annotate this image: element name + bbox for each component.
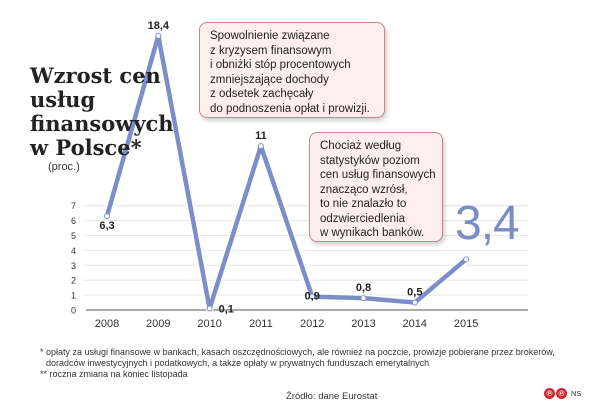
callout-statistics: Chociaż według statystyków poziom cen us… bbox=[309, 132, 443, 242]
y-tick-label: 6 bbox=[71, 216, 76, 226]
x-tick-label: 2011 bbox=[249, 318, 273, 330]
x-tick-label: 2015 bbox=[454, 318, 478, 330]
data-point bbox=[104, 213, 110, 220]
callout-line: i obniżki stóp procentowych bbox=[210, 59, 351, 71]
footnote: ** roczna zmiana na koniec listopada bbox=[40, 369, 188, 379]
data-label: 18,4 bbox=[148, 20, 170, 32]
highlight-value-2015: 3,4 bbox=[455, 197, 520, 250]
title-line-text: w Polsce bbox=[30, 135, 131, 160]
callout-line: Chociaż według bbox=[320, 140, 402, 152]
data-label: 0,5 bbox=[407, 287, 422, 299]
data-point bbox=[411, 299, 418, 306]
x-tick-label: 2013 bbox=[351, 318, 375, 330]
callout-line: zmniejszające dochody bbox=[210, 73, 329, 86]
chart-title: Wzrost cen usług finansowych w Polsce* bbox=[30, 64, 200, 160]
y-tick-label: 5 bbox=[71, 231, 76, 241]
data-label: 0,9 bbox=[305, 291, 320, 303]
data-series bbox=[103, 31, 470, 313]
grid-lines bbox=[84, 205, 528, 296]
data-point bbox=[463, 256, 470, 263]
title-line: Wzrost cen bbox=[30, 63, 161, 88]
data-label: 0,1 bbox=[219, 304, 234, 316]
footnotes: * opłaty za usługi finansowe w bankach, … bbox=[40, 347, 555, 380]
callout-line: cen usług finansowych bbox=[320, 169, 436, 181]
title-marker: * bbox=[130, 135, 142, 160]
source-note: Źródło: dane Eurostat bbox=[286, 391, 378, 402]
data-label: 6,3 bbox=[99, 220, 114, 232]
y-tick-label: 3 bbox=[71, 261, 76, 271]
y-tick-label: 1 bbox=[71, 291, 76, 301]
y-axis-ticks: 0 1 2 3 4 5 6 7 bbox=[71, 201, 76, 315]
data-labels: 6,3 18,4 0,1 11 0,9 0,8 0,5 bbox=[99, 20, 422, 316]
y-tick-label: 2 bbox=[71, 276, 76, 286]
logo-circle-icon: ℗ bbox=[544, 388, 555, 399]
y-tick-label: 7 bbox=[71, 201, 76, 211]
callout-line: statystyków poziom bbox=[320, 154, 420, 167]
x-tick-label: 2012 bbox=[300, 318, 324, 330]
callout-line: Spowolnienie związane bbox=[210, 30, 330, 42]
callout-line: znacząco wzrósł, bbox=[320, 183, 408, 196]
x-tick-label: 2008 bbox=[95, 318, 119, 330]
y-tick-label: 0 bbox=[71, 306, 76, 316]
footnote: * opłaty za usługi finansowe w bankach, … bbox=[40, 347, 555, 357]
logo-circle-icon: ℗ bbox=[556, 388, 567, 399]
series-line bbox=[104, 33, 468, 311]
data-point bbox=[309, 293, 316, 300]
footnote: doradców inwestycyjnych i podatkowych, a… bbox=[46, 358, 430, 368]
title-line: usług bbox=[30, 87, 96, 112]
data-label: 0,8 bbox=[356, 282, 371, 294]
callout-line: z odsetek zachęcały bbox=[210, 88, 314, 100]
title-line: w Polsce* bbox=[30, 136, 200, 160]
callout-line: do podnoszenia opłat i prowizji. bbox=[210, 102, 370, 115]
y-tick-label: 4 bbox=[71, 246, 76, 256]
publisher-logo: ℗ ℗ NS bbox=[544, 388, 581, 399]
x-tick-label: 2009 bbox=[146, 318, 170, 330]
logo-text: NS bbox=[571, 389, 582, 398]
data-point bbox=[257, 143, 264, 150]
callout-line: odzwierciedlenia bbox=[320, 212, 406, 225]
callout-crisis: Spowolnienie związane z kryzysem finanso… bbox=[199, 22, 385, 118]
callout-line: z kryzysem finansowym bbox=[210, 44, 332, 57]
x-axis-ticks: 2008 2009 2010 2011 2012 2013 2014 2015 bbox=[95, 318, 479, 330]
x-tick-label: 2010 bbox=[197, 318, 221, 330]
x-tick-label: 2014 bbox=[403, 318, 427, 330]
data-point bbox=[360, 295, 367, 302]
callout-line: to nie znalazło to bbox=[320, 198, 407, 210]
title-line: finansowych bbox=[30, 111, 174, 136]
data-point bbox=[206, 305, 213, 312]
data-point bbox=[155, 32, 162, 39]
data-label: 11 bbox=[255, 130, 267, 142]
callout-line: w wynikach banków. bbox=[320, 227, 425, 239]
chart-subtitle: (proc.) bbox=[48, 161, 80, 173]
